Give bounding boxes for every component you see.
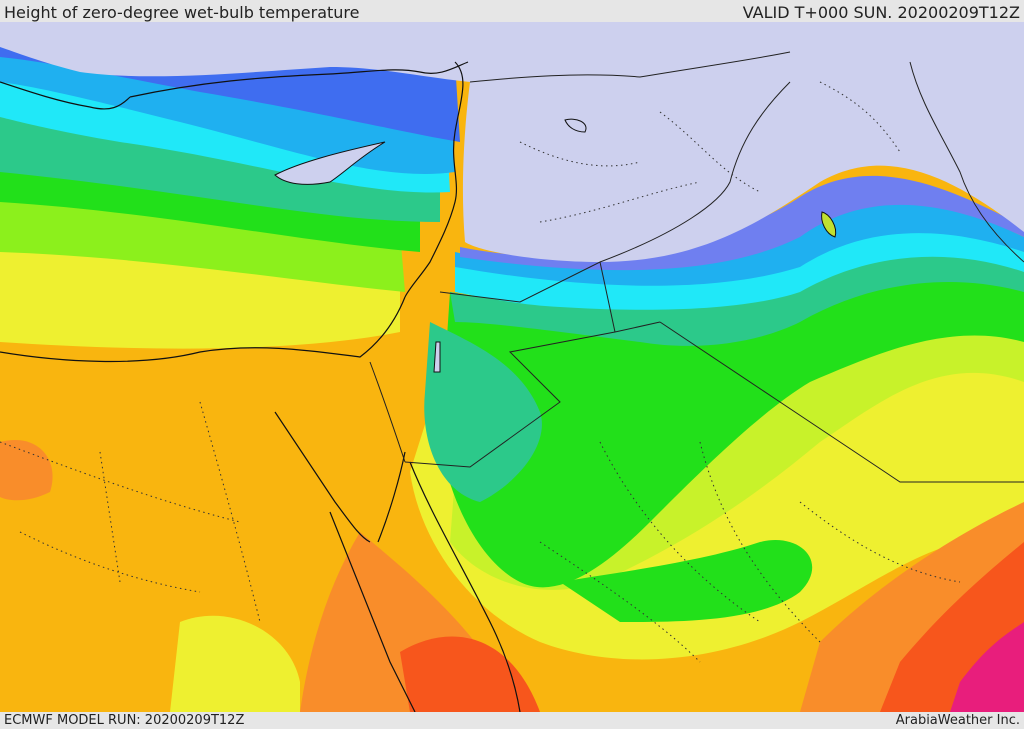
- dead-sea: [433, 341, 441, 373]
- model-run-label: ECMWF MODEL RUN: 20200209T12Z: [4, 713, 245, 728]
- cyprus-island: [274, 141, 386, 185]
- admin-lines-egypt: [0, 401, 261, 623]
- border-iraq-iran: [909, 61, 1024, 263]
- header-bar: Height of zero-degree wet-bulb temperatu…: [0, 0, 1024, 22]
- band-very-low: [0, 22, 1024, 262]
- band-red: [400, 636, 540, 712]
- coastline-suez-gulf: [274, 411, 371, 543]
- band-orange-west: [0, 440, 53, 501]
- band-teal-jordan: [424, 322, 542, 502]
- brand-label: ArabiaWeather Inc.: [895, 713, 1020, 728]
- map-title: Height of zero-degree wet-bulb temperatu…: [4, 3, 360, 22]
- band-green-south: [560, 540, 813, 622]
- border-jordan-syria: [439, 261, 616, 333]
- coastline-turkey: [129, 61, 469, 98]
- coastline-red-sea: [329, 511, 416, 712]
- valid-time: VALID T+000 SUN. 20200209T12Z: [742, 3, 1020, 22]
- coastline-red-sea-east: [409, 461, 521, 712]
- border-jordan-saudi: [404, 321, 661, 468]
- lake-assad: [564, 118, 587, 133]
- band-indigo-east: [460, 175, 1024, 271]
- coastline-aqaba-gulf: [377, 451, 406, 543]
- border-syria-turkey: [469, 51, 791, 83]
- band-yellow-south: [170, 615, 300, 712]
- weather-map: [0, 22, 1024, 712]
- band-sky: [0, 52, 455, 174]
- border-iraq-saudi: [659, 321, 1024, 483]
- admin-lines-north: [519, 81, 901, 223]
- border-syria-iraq: [599, 81, 791, 263]
- band-magenta: [950, 622, 1024, 712]
- band-sky-east: [455, 192, 1024, 286]
- footer-bar: ECMWF MODEL RUN: 20200209T12Z ArabiaWeat…: [0, 712, 1024, 729]
- coastline-aegean: [0, 81, 131, 110]
- border-egypt-israel: [369, 361, 406, 463]
- coastline-levant: [404, 61, 464, 298]
- coastline-egypt: [0, 296, 406, 363]
- lake-tharthar: [821, 211, 837, 238]
